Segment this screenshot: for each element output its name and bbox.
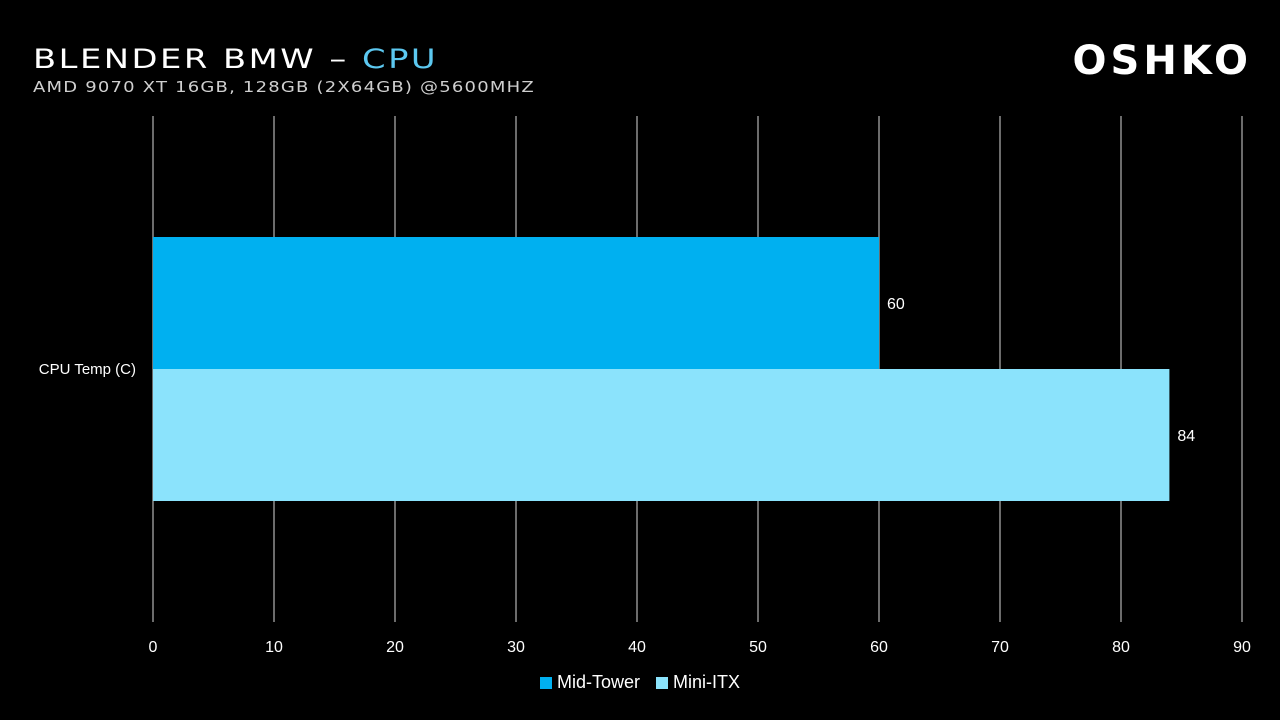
title-accent: CPU [362,44,439,75]
legend: Mid-Tower Mini-ITX [0,672,1280,694]
bar-mid-tower [153,237,879,369]
legend-item: Mid-Tower [539,672,640,693]
x-tick-label: 90 [1233,639,1251,656]
data-label: 60 [887,296,905,313]
x-tick-label: 0 [149,639,158,656]
chart-title: BLENDER BMW – CPU [33,44,438,75]
legend-item: Mini-ITX [656,672,740,693]
x-tick-label: 40 [628,639,646,656]
title-main: BLENDER BMW – [33,44,363,75]
x-tick-label: 30 [507,639,525,656]
bar-mini-itx [153,369,1170,501]
data-label: 84 [1177,428,1195,445]
x-tick-label: 20 [386,639,404,656]
x-tick-label: 70 [991,639,1009,656]
legend-label: Mini-ITX [673,672,740,692]
x-tick-label: 80 [1112,639,1130,656]
legend-swatch [539,676,552,689]
chart-subtitle: AMD 9070 XT 16GB, 128GB (2X64GB) @5600MH… [33,78,535,96]
x-tick-label: 60 [870,639,888,656]
logo: OSHKO [1072,38,1252,84]
legend-label: Mid-Tower [556,672,640,692]
legend-swatch [656,676,668,689]
x-tick-label: 10 [265,639,283,656]
category-label: CPU Temp (C) [39,361,136,378]
x-tick-label: 50 [749,639,767,656]
